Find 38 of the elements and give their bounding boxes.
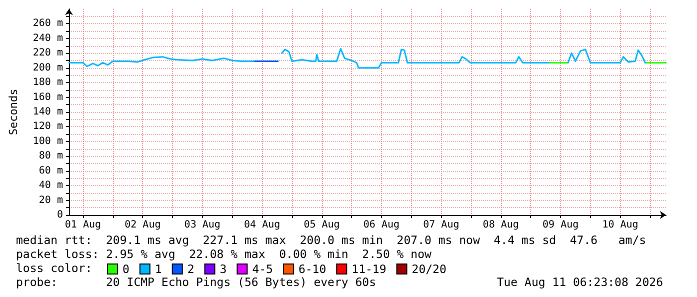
x-tick-label: 04 Aug	[244, 220, 280, 230]
y-tick-label: 60 m	[38, 165, 63, 176]
x-tick-label: 05 Aug	[304, 220, 340, 230]
y-tick-label: 260 m	[32, 18, 63, 30]
legend-label: 20/20	[412, 262, 446, 276]
x-tick-label: 10 Aug	[602, 220, 638, 230]
y-tick-label: 0	[56, 210, 63, 220]
x-tick-label: 09 Aug	[542, 220, 579, 230]
y-tick-label: 220 m	[32, 48, 63, 59]
x-tick-label: 08 Aug	[482, 220, 519, 230]
y-tick-label: 240 m	[32, 32, 63, 44]
y-tick-label: 20 m	[38, 194, 63, 206]
legend-label: 6-10	[298, 262, 326, 276]
y-tick-label: 200 m	[32, 62, 63, 74]
text: Tue Aug 11 06:23:08 2026	[496, 275, 664, 289]
y-axis-title: Seconds	[7, 88, 20, 136]
legend-label: 11-19	[352, 262, 386, 276]
legend-label: 2	[187, 262, 194, 276]
y-tick-label: 120 m	[32, 121, 63, 132]
x-tick-label: 01 Aug	[64, 220, 102, 230]
x-tick-label: 06 Aug	[363, 220, 400, 230]
x-tick-label: 03 Aug	[184, 220, 220, 230]
x-tick-label: 07 Aug	[423, 220, 460, 230]
y-tick-label: 100 m	[32, 136, 63, 147]
legend-title: loss color:	[16, 261, 92, 275]
text: packet loss: 2.95 % avg 22.08 % max 0.00 % min 2.50 % now	[16, 247, 432, 261]
legend-label: 3	[220, 262, 227, 276]
legend-label: 0	[122, 262, 130, 276]
text: median rtt: 209.1 ms avg 227.1 ms max 200.0 ms min 207.0 ms now 4.4 ms sd 47.6 am/s	[16, 233, 646, 247]
text: probe: 20 ICMP Echo Pings (56 Bytes) every 60s	[16, 275, 376, 289]
y-tick-label: 180 m	[32, 77, 63, 88]
y-tick-label: 80 m	[38, 150, 63, 162]
y-tick-label: 160 m	[32, 92, 63, 103]
x-tick-label: 02 Aug	[124, 220, 161, 230]
legend-label: 4-5	[252, 262, 273, 276]
legend-label: 1	[154, 262, 162, 276]
y-tick-label: 40 m	[38, 180, 63, 192]
y-tick-label: 140 m	[32, 106, 63, 118]
